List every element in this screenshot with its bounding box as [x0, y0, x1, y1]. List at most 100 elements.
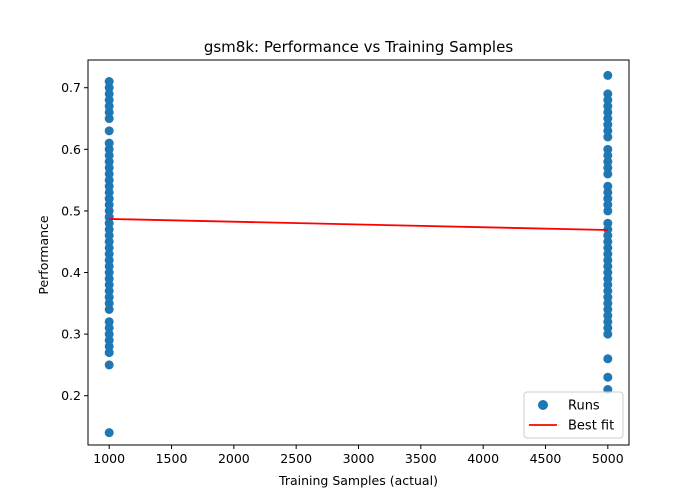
- run-point: [603, 120, 613, 130]
- run-point: [104, 218, 114, 228]
- run-point: [104, 138, 114, 148]
- x-axis-label: Training Samples (actual): [278, 473, 438, 488]
- run-point: [603, 292, 613, 302]
- legend-best-fit-label: Best fit: [568, 419, 614, 434]
- legend: Runs Best fit: [523, 391, 624, 439]
- run-point: [603, 114, 613, 124]
- run-point: [603, 169, 613, 179]
- plot-area: [104, 70, 613, 438]
- run-point: [603, 354, 613, 364]
- run-point: [104, 83, 114, 93]
- run-point: [104, 341, 114, 351]
- run-point: [104, 163, 114, 173]
- run-point: [104, 150, 114, 160]
- x-tick-label: 3000: [343, 451, 375, 466]
- x-tick-label: 2500: [280, 451, 312, 466]
- best-fit-line: [109, 218, 608, 231]
- run-point: [603, 126, 613, 136]
- run-point: [603, 95, 613, 105]
- run-point: [603, 101, 613, 111]
- x-tick-label: 4500: [530, 451, 562, 466]
- y-axis: 0.2 0.3 0.4 0.5 0.6 0.7: [61, 80, 88, 403]
- y-tick-label: 0.4: [61, 265, 81, 280]
- run-point: [104, 169, 114, 179]
- run-point: [603, 268, 613, 278]
- run-point: [603, 181, 613, 191]
- run-point: [603, 274, 613, 284]
- run-point: [603, 311, 613, 321]
- chart-title: gsm8k: Performance vs Training Samples: [204, 38, 513, 56]
- run-point: [104, 360, 114, 370]
- run-point: [104, 292, 114, 302]
- run-point: [603, 286, 613, 296]
- run-point: [603, 132, 613, 142]
- run-point: [603, 261, 613, 271]
- run-point: [104, 175, 114, 185]
- run-point: [603, 231, 613, 241]
- run-point: [104, 206, 114, 216]
- x-tick-label: 4000: [467, 451, 499, 466]
- y-tick-label: 0.5: [61, 203, 81, 218]
- x-tick-label: 1500: [156, 451, 188, 466]
- run-point: [104, 274, 114, 284]
- run-point: [104, 255, 114, 265]
- run-point: [603, 163, 613, 173]
- run-point: [104, 286, 114, 296]
- run-point: [104, 224, 114, 234]
- run-point: [104, 114, 114, 124]
- run-point: [603, 70, 613, 80]
- run-point: [603, 243, 613, 253]
- run-point: [104, 249, 114, 259]
- run-point: [104, 268, 114, 278]
- run-point: [104, 200, 114, 210]
- run-point: [603, 298, 613, 308]
- run-point: [603, 89, 613, 99]
- run-point: [603, 150, 613, 160]
- x-tick-label: 3500: [405, 451, 437, 466]
- run-point: [104, 77, 114, 87]
- x-tick-label: 5000: [592, 451, 624, 466]
- run-point: [603, 218, 613, 228]
- run-point: [104, 231, 114, 241]
- run-point: [603, 237, 613, 247]
- run-point: [603, 280, 613, 290]
- run-point: [603, 329, 613, 339]
- run-point: [603, 317, 613, 327]
- run-point: [104, 335, 114, 345]
- legend-runs-label: Runs: [568, 399, 600, 414]
- run-point: [104, 317, 114, 327]
- run-point: [603, 144, 613, 154]
- x-axis: 1000 1500 2000 2500 3000 3500 4000 4500 5000: [93, 445, 624, 466]
- run-point: [104, 101, 114, 111]
- run-point: [603, 157, 613, 167]
- run-point: [104, 144, 114, 154]
- legend-runs-marker: [538, 400, 548, 410]
- y-axis-label: Performance: [36, 215, 51, 295]
- run-point: [104, 298, 114, 308]
- run-point: [603, 372, 613, 382]
- run-point: [104, 243, 114, 253]
- run-point: [603, 187, 613, 197]
- run-point: [603, 323, 613, 333]
- x-tick-label: 1000: [93, 451, 125, 466]
- run-point: [104, 187, 114, 197]
- run-point: [603, 206, 613, 216]
- run-point: [104, 181, 114, 191]
- run-point: [104, 194, 114, 204]
- run-point: [104, 329, 114, 339]
- run-point: [104, 304, 114, 314]
- run-point: [104, 428, 114, 438]
- run-point: [104, 89, 114, 99]
- run-point: [603, 200, 613, 210]
- run-point: [104, 237, 114, 247]
- y-tick-label: 0.3: [61, 327, 81, 342]
- run-point: [603, 249, 613, 259]
- run-point: [603, 304, 613, 314]
- run-point: [104, 95, 114, 105]
- run-point: [104, 280, 114, 290]
- x-tick-label: 2000: [218, 451, 250, 466]
- run-point: [603, 255, 613, 265]
- run-point: [104, 261, 114, 271]
